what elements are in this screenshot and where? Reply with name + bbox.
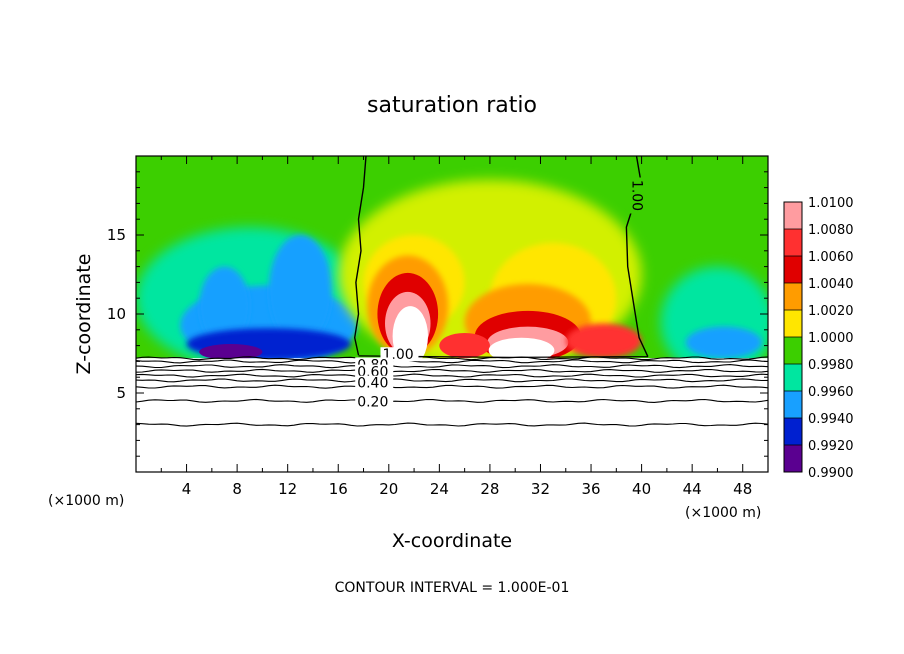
colorbar-swatch (784, 337, 802, 364)
contour-label-bg (355, 375, 394, 390)
x-tick-label: 32 (531, 480, 550, 498)
colorbar-label: 0.9920 (808, 439, 854, 454)
y-unit-label: (×1000 m) (685, 505, 761, 521)
x-unit-label: (×1000 m) (48, 493, 124, 509)
contour-label-bg (355, 364, 394, 379)
contour-line (136, 359, 768, 364)
y-tick-label: 15 (107, 226, 126, 244)
colorbar-swatch (784, 391, 802, 418)
colorbar-swatch (784, 283, 802, 310)
colorbar-label: 1.0020 (808, 304, 854, 319)
contour-label: 0.40 (357, 376, 388, 392)
colorbar-swatch (784, 364, 802, 391)
contour-label: 1.00 (629, 180, 645, 211)
saturation-field (136, 156, 768, 472)
x-axis-label: X-coordinate (392, 530, 512, 552)
x-tick-label: 36 (581, 480, 600, 498)
colorbar-swatch (784, 310, 802, 337)
contour-interval-note: CONTOUR INTERVAL = 1.000E-01 (335, 580, 570, 596)
y-tick-label: 10 (107, 305, 126, 323)
colorbar-label: 0.9940 (808, 412, 854, 427)
x-tick-label: 40 (632, 480, 651, 498)
y-axis-label: Z-coordinate (73, 254, 95, 375)
field-blob (199, 344, 263, 360)
contour-line (136, 356, 768, 361)
colorbar-label: 1.0100 (808, 196, 854, 211)
field-blob (565, 323, 642, 359)
contour-line (136, 422, 768, 427)
contour-line-1-00-left (353, 156, 367, 356)
colorbar-swatch (784, 202, 802, 229)
field-blob (199, 266, 250, 346)
y-axis-ticks: 5 10 15 (107, 171, 768, 457)
contour-line (136, 368, 768, 373)
chart-title: saturation ratio (367, 93, 537, 118)
x-axis-ticks: 4 8 12 16 20 24 28 32 36 40 44 48 (160, 156, 752, 498)
contour-label: 0.20 (357, 395, 388, 411)
field-blob (685, 326, 762, 359)
contour-label-bg (355, 394, 394, 409)
contour-line (136, 384, 768, 389)
colorbar-label: 0.9980 (808, 358, 854, 373)
colorbar-swatch (784, 445, 802, 472)
contour-line (136, 373, 768, 378)
contour-lines: 1.000.800.600.400.201.00 (136, 156, 768, 427)
colorbar-label: 0.9900 (808, 466, 854, 481)
contour-line (136, 364, 768, 369)
colorbar-label: 1.0000 (808, 331, 854, 346)
x-tick-label: 4 (182, 480, 192, 498)
colorbar-swatch (784, 418, 802, 445)
x-tick-label: 20 (379, 480, 398, 498)
field-blob (439, 332, 490, 359)
contour-line (136, 378, 768, 383)
x-tick-label: 24 (430, 480, 449, 498)
x-tick-label: 8 (232, 480, 242, 498)
x-tick-label: 48 (733, 480, 752, 498)
field-blob (268, 234, 332, 346)
x-tick-label: 12 (278, 480, 297, 498)
y-tick-label: 5 (116, 384, 126, 402)
colorbar-label: 1.0060 (808, 250, 854, 265)
colorbar-label: 1.0040 (808, 277, 854, 292)
lower-region (136, 358, 768, 472)
x-tick-label: 28 (480, 480, 499, 498)
colorbar: 1.0100 1.0080 1.0060 1.0040 1.0020 1.0000 0.99… (783, 196, 854, 481)
colorbar-swatch (784, 229, 802, 256)
contour-label-bg (628, 177, 645, 214)
x-tick-label: 16 (329, 480, 348, 498)
colorbar-swatch (784, 256, 802, 283)
colorbar-label: 1.0080 (808, 223, 854, 238)
x-tick-label: 44 (683, 480, 702, 498)
contour-line (136, 398, 768, 403)
colorbar-label: 0.9960 (808, 385, 854, 400)
